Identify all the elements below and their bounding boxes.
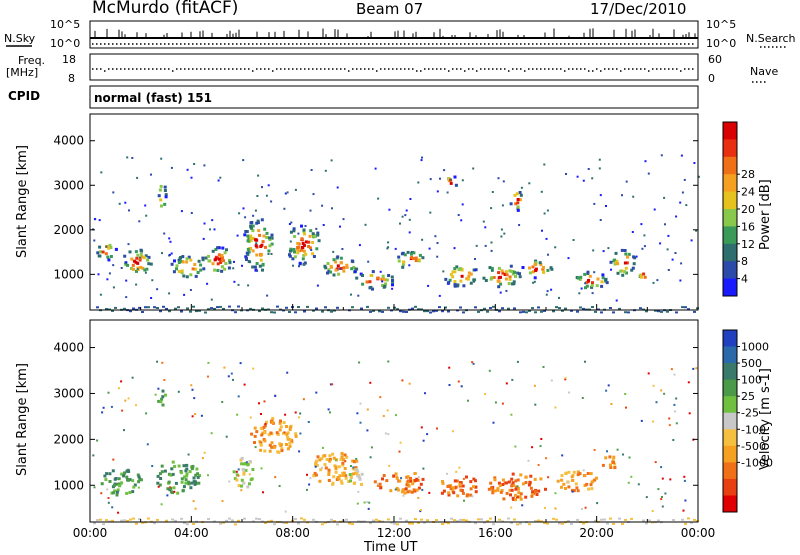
beam-title: Beam 07 bbox=[356, 0, 424, 18]
velocity-ytick-label: 2000 bbox=[53, 432, 84, 446]
velocity-colorbar-swatch bbox=[723, 396, 737, 414]
velocity-colorbar-swatch bbox=[723, 478, 737, 496]
power-colorbar-swatch bbox=[723, 174, 737, 193]
x-axis-label: Time UT bbox=[364, 540, 418, 555]
velocity-colorbar-label: Velocity [m s-1] bbox=[758, 368, 773, 470]
velocity-heatmap bbox=[92, 360, 699, 526]
x-tick-label: 20:00 bbox=[579, 526, 614, 540]
power-colorbar-swatch bbox=[723, 278, 737, 297]
cpid-label: CPID bbox=[8, 89, 41, 103]
velocity-colorbar-tick-label: 500 bbox=[741, 357, 762, 370]
power-colorbar-swatch bbox=[723, 156, 737, 175]
noise-sky-label: N.Sky bbox=[4, 32, 36, 45]
freq-tick-bottom: 8 bbox=[68, 72, 75, 85]
nave-tick-top: 60 bbox=[708, 53, 722, 66]
power-ylabel: Slant Range [km] bbox=[15, 145, 30, 258]
power-colorbar-swatch bbox=[723, 122, 737, 140]
velocity-colorbar-swatch bbox=[723, 445, 737, 463]
power-colorbar-tick-label: 20 bbox=[741, 203, 755, 216]
velocity-colorbar-swatch bbox=[723, 429, 737, 447]
velocity-colorbar-swatch bbox=[723, 379, 737, 397]
x-tick-label: 00:00 bbox=[681, 526, 716, 540]
cpid-panel-frame bbox=[89, 85, 699, 109]
nave-dots bbox=[92, 68, 694, 72]
power-colorbar-swatch bbox=[723, 226, 737, 245]
velocity-colorbar-swatch bbox=[723, 412, 737, 430]
velocity-colorbar-tick-label: -25 bbox=[741, 407, 759, 420]
power-ytick-label: 2000 bbox=[53, 223, 84, 237]
power-colorbar-swatch bbox=[723, 243, 737, 262]
nave-tick-bottom: 0 bbox=[708, 72, 715, 85]
noise-sky-spikes bbox=[94, 28, 696, 38]
velocity-colorbar-swatch bbox=[723, 346, 737, 364]
noise-panel-frame bbox=[89, 20, 699, 49]
power-colorbar-swatch bbox=[723, 261, 737, 280]
freq-label-1: Freq. bbox=[18, 54, 46, 67]
power-colorbar-label: Power [dB] bbox=[758, 179, 773, 250]
noise-left-tick-bottom: 10^0 bbox=[50, 37, 81, 50]
velocity-ylabel: Slant Range [km] bbox=[15, 363, 30, 476]
power-ytick-label: 1000 bbox=[53, 267, 84, 281]
power-ytick-label: 4000 bbox=[53, 134, 84, 148]
noise-right-tick-bottom: 10^0 bbox=[706, 37, 737, 50]
velocity-colorbar-swatch bbox=[723, 495, 737, 513]
x-tick-label: 08:00 bbox=[275, 526, 310, 540]
velocity-ytick-label: 1000 bbox=[53, 478, 84, 492]
noise-right-tick-top: 10^5 bbox=[706, 18, 737, 31]
power-colorbar-swatch bbox=[723, 191, 737, 210]
power-colorbar-tick-label: 28 bbox=[741, 168, 755, 181]
x-tick-label: 04:00 bbox=[174, 526, 209, 540]
freq-panel-frame bbox=[89, 53, 699, 81]
date-title: 17/Dec/2010 bbox=[590, 0, 687, 18]
power-colorbar-tick-label: 8 bbox=[741, 255, 748, 268]
velocity-colorbar-tick-label: 25 bbox=[741, 390, 755, 403]
power-colorbar-swatch bbox=[723, 139, 737, 158]
nave-label: Nave bbox=[750, 65, 779, 78]
freq-tick-top: 18 bbox=[62, 53, 76, 66]
power-heatmap bbox=[92, 154, 700, 314]
power-colorbar-swatch bbox=[723, 209, 737, 227]
power-colorbar-tick-label: 12 bbox=[741, 238, 755, 251]
velocity-colorbar-tick-label: -1000 bbox=[741, 456, 773, 469]
velocity-frame bbox=[89, 319, 699, 523]
station-title: McMurdo (fitACF) bbox=[92, 0, 239, 18]
power-colorbar-tick-label: 16 bbox=[741, 220, 755, 233]
power-colorbar-tick-label: 24 bbox=[741, 186, 755, 199]
cpid-value: normal (fast) 151 bbox=[94, 91, 212, 105]
velocity-colorbar-tick-label: 1000 bbox=[741, 341, 769, 354]
velocity-colorbar-swatch bbox=[723, 330, 737, 347]
velocity-colorbar-swatch bbox=[723, 363, 737, 381]
power-ytick-label: 3000 bbox=[53, 178, 84, 192]
velocity-ytick-label: 3000 bbox=[53, 386, 84, 400]
x-tick-label: 00:00 bbox=[73, 526, 108, 540]
noise-search-label: N.Search bbox=[746, 32, 796, 45]
x-tick-label: 16:00 bbox=[478, 526, 513, 540]
velocity-colorbar-swatch bbox=[723, 462, 737, 480]
noise-left-tick-top: 10^5 bbox=[50, 18, 81, 31]
velocity-ytick-label: 4000 bbox=[53, 341, 84, 355]
velocity-colorbar-tick-label: 100 bbox=[741, 374, 762, 387]
x-tick-label: 12:00 bbox=[377, 526, 412, 540]
velocity-colorbar-tick-label: -100 bbox=[741, 423, 766, 436]
freq-label-2: [MHz] bbox=[6, 66, 39, 79]
velocity-colorbar-frame bbox=[722, 329, 738, 513]
power-colorbar-tick-label: 4 bbox=[741, 273, 748, 286]
velocity-colorbar-tick-label: -500 bbox=[741, 440, 766, 453]
